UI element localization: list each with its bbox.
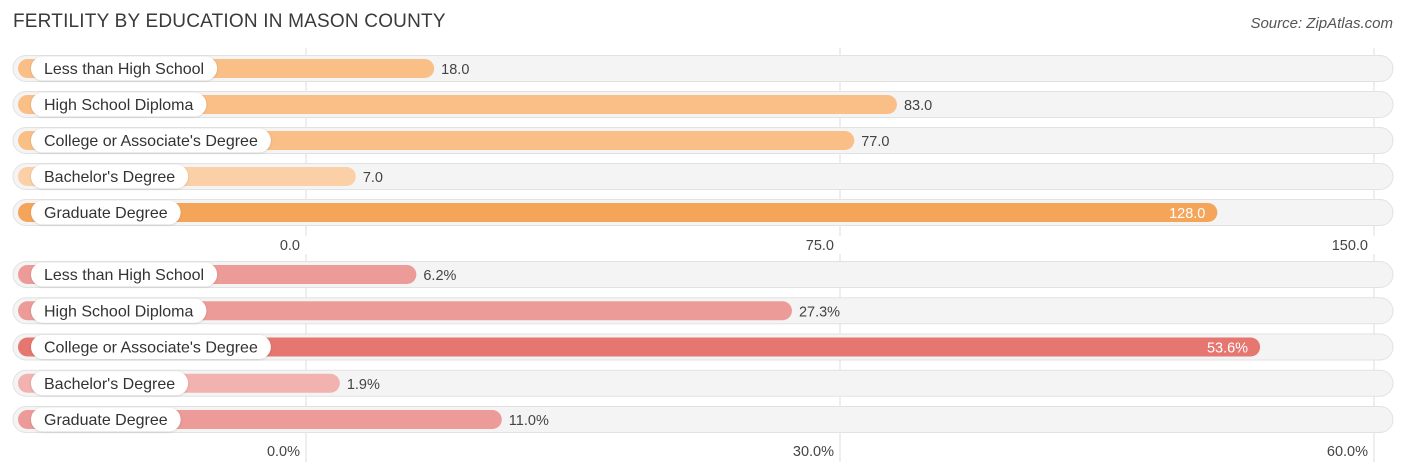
category-label-chart1-bachelor-s-degree: Bachelor's Degree xyxy=(44,169,175,186)
bar-chart2-high-school-diploma[interactable] xyxy=(18,301,792,321)
tick-label-2-3: 60.0% xyxy=(1327,444,1368,460)
category-label-chart1-high-school-diploma: High School Diploma xyxy=(44,97,194,114)
tick-label-2-2: 30.0% xyxy=(793,444,834,460)
category-pill-chart2-college-or-associate-s-degree xyxy=(31,335,271,359)
category-pill-chart2-bachelor-s-degree xyxy=(31,371,189,396)
chart-title: FERTILITY BY EDUCATION IN MASON COUNTY xyxy=(13,11,446,32)
category-pill-chart1-bachelor-s-degree xyxy=(31,164,189,189)
category-label-chart2-bachelor-s-degree: Bachelor's Degree xyxy=(44,376,175,393)
category-pill-chart1-college-or-associate-s-degree xyxy=(31,128,271,153)
source-credit: Source: ZipAtlas.com xyxy=(1250,15,1393,32)
category-label-chart1-college-or-associate-s-degree: College or Associate's Degree xyxy=(44,133,258,150)
value-label-chart1-bachelor-s-degree: 7.0 xyxy=(363,170,383,186)
tick-label-2-1: 0.0% xyxy=(267,444,300,460)
tick-label-1-1: 0.0 xyxy=(280,238,300,254)
value-label-chart2-less-than-high-school: 6.2% xyxy=(423,268,456,284)
category-pill-chart2-high-school-diploma xyxy=(31,298,207,323)
category-pill-chart1-graduate-degree xyxy=(31,200,181,225)
value-label-chart1-less-than-high-school: 18.0 xyxy=(441,62,469,78)
value-label-chart1-graduate-degree: 128.0 xyxy=(1169,206,1205,222)
category-label-chart1-less-than-high-school: Less than High School xyxy=(44,61,204,78)
category-pill-chart1-high-school-diploma xyxy=(31,92,207,117)
value-label-chart1-college-or-associate-s-degree: 77.0 xyxy=(861,134,889,150)
value-label-chart2-bachelor-s-degree: 1.9% xyxy=(347,377,380,393)
value-label-chart2-graduate-degree: 11.0% xyxy=(509,413,549,429)
category-pill-chart1-less-than-high-school xyxy=(31,56,218,81)
tick-label-1-3: 150.0 xyxy=(1332,238,1368,254)
category-label-chart2-graduate-degree: Graduate Degree xyxy=(44,412,168,429)
tick-label-1-2: 75.0 xyxy=(806,238,834,254)
bar-chart2-college-or-associate-s-degree[interactable] xyxy=(18,337,1261,357)
value-label-chart1-high-school-diploma: 83.0 xyxy=(904,98,932,114)
bar-chart1-high-school-diploma[interactable] xyxy=(18,95,897,114)
bar-chart1-graduate-degree[interactable] xyxy=(18,203,1218,222)
category-pill-chart2-less-than-high-school xyxy=(31,262,218,287)
value-label-chart2-high-school-diploma: 27.3% xyxy=(799,304,840,320)
category-label-chart2-high-school-diploma: High School Diploma xyxy=(44,303,194,320)
value-label-chart2-college-or-associate-s-degree: 53.6% xyxy=(1207,341,1248,357)
bar-track-chart1-bachelor-s-degree xyxy=(12,163,1394,190)
category-label-chart2-less-than-high-school: Less than High School xyxy=(44,267,204,284)
bar-track-chart2-bachelor-s-degree xyxy=(12,369,1394,397)
category-pill-chart2-graduate-degree xyxy=(31,407,181,432)
category-label-chart2-college-or-associate-s-degree: College or Associate's Degree xyxy=(44,340,258,357)
category-label-chart1-graduate-degree: Graduate Degree xyxy=(44,205,168,222)
bars-layer: Less than High School 18.0 High School Dip… xyxy=(12,55,1394,433)
ticks-layer: 0.0 75.0 150.0 0.0% 30.0% 60.0% xyxy=(267,238,1368,460)
